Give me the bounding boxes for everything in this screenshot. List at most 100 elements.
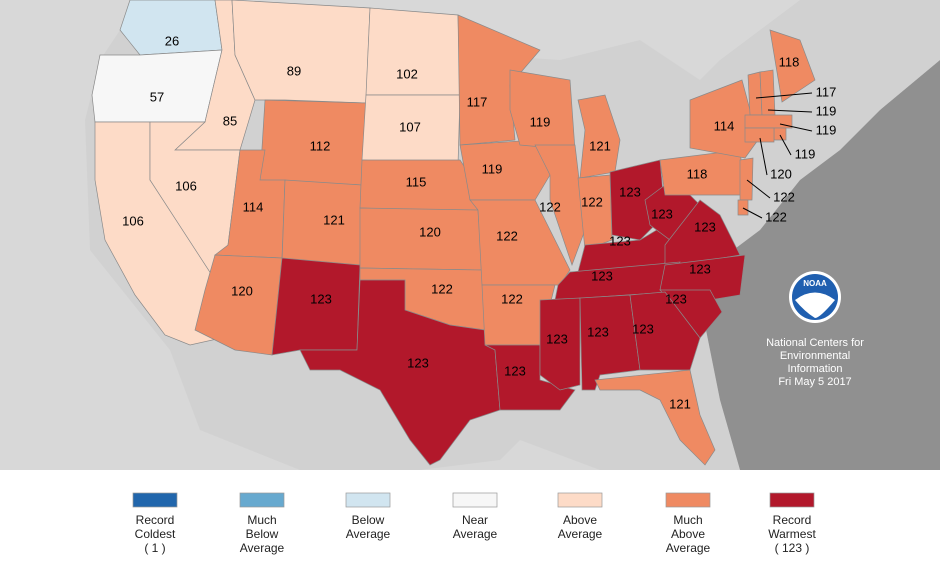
legend-label: Record <box>773 513 812 527</box>
legend-label: Average <box>346 527 391 541</box>
state-rank: 106 <box>175 178 197 193</box>
state-rank: 122 <box>501 291 523 306</box>
legend-label: Coldest <box>135 527 176 541</box>
legend-swatch <box>557 492 603 508</box>
state <box>759 69 776 116</box>
state-rank: 123 <box>591 268 613 283</box>
callout-line <box>767 109 813 113</box>
state-rank: 107 <box>399 119 421 134</box>
state <box>739 157 754 201</box>
legend-label: Record <box>136 513 175 527</box>
legend-label: Below <box>246 527 279 541</box>
legend-area <box>0 470 940 564</box>
state <box>577 174 613 251</box>
state <box>365 7 461 96</box>
callout-line <box>742 207 763 219</box>
state-rank: 106 <box>122 213 144 228</box>
state <box>459 139 551 201</box>
state-rank: 122 <box>431 281 453 296</box>
legend-label: Above <box>671 527 705 541</box>
legend-label: Above <box>563 513 597 527</box>
state-rank: 123 <box>665 291 687 306</box>
state-rank: 120 <box>770 166 792 181</box>
state <box>773 127 787 141</box>
state <box>659 254 746 301</box>
legend-label: Much <box>673 513 702 527</box>
state-rank: 57 <box>150 89 164 104</box>
state-rank: 123 <box>546 331 568 346</box>
state <box>594 369 716 466</box>
state-rank: 123 <box>407 355 429 370</box>
source-line: Fri May 5 2017 <box>778 376 851 388</box>
state <box>629 291 701 371</box>
state-rank: 26 <box>165 33 179 48</box>
state-rank: 89 <box>287 63 301 78</box>
legend-label: Average <box>240 541 285 555</box>
state-rank: 119 <box>530 114 551 129</box>
legend-label: ( 1 ) <box>144 541 165 555</box>
state <box>539 297 581 391</box>
state <box>281 179 363 266</box>
legend-swatch <box>132 492 178 508</box>
state-rank: 122 <box>539 199 561 214</box>
state-rank: 122 <box>496 228 518 243</box>
legend-swatch <box>769 492 815 508</box>
state-rank: 123 <box>310 291 332 306</box>
legend-swatch <box>345 492 391 508</box>
state-rank: 118 <box>687 166 708 181</box>
source-line: Information <box>787 363 842 375</box>
callout-line <box>779 134 792 156</box>
state <box>744 114 793 129</box>
legend-label: Average <box>558 527 603 541</box>
state-rank: 122 <box>581 194 603 209</box>
state-rank: 123 <box>619 184 641 199</box>
state-rank: 123 <box>587 324 609 339</box>
legend-swatch <box>665 492 711 508</box>
state-rank: 114 <box>714 118 735 133</box>
source: National Centers forEnvironmentalInforma… <box>766 337 864 388</box>
state-rank: 122 <box>765 209 787 224</box>
state-rank: 123 <box>632 321 654 336</box>
state-rank: 117 <box>816 84 837 99</box>
state <box>271 257 361 356</box>
state-rank: 102 <box>396 66 418 81</box>
legend-label: ( 123 ) <box>775 541 810 555</box>
state-rank: 117 <box>467 94 488 109</box>
callout-line <box>755 92 813 99</box>
state <box>744 127 775 143</box>
state <box>91 49 223 123</box>
source-line: Environmental <box>780 350 850 362</box>
state-rank: 120 <box>419 224 441 239</box>
legend-label: Below <box>352 513 385 527</box>
state <box>689 79 759 159</box>
callout-line <box>746 179 771 199</box>
state-rank: 123 <box>694 219 716 234</box>
source-line: National Centers for <box>766 337 864 349</box>
legend-swatch <box>239 492 285 508</box>
logo-bird <box>795 292 835 318</box>
state-rank: 121 <box>323 212 345 227</box>
state <box>737 199 749 216</box>
state <box>747 71 763 116</box>
state-rank: 123 <box>689 261 711 276</box>
state-rank: 120 <box>231 283 253 298</box>
callout-line <box>759 137 768 176</box>
state-rank: 121 <box>669 396 691 411</box>
state-rank: 119 <box>795 146 816 161</box>
state-rank: 121 <box>589 138 611 153</box>
callout-line <box>779 123 813 132</box>
state-rank: 119 <box>816 103 837 118</box>
states <box>91 0 816 466</box>
state-rank: 122 <box>773 189 795 204</box>
noaa-logo: NOAA <box>789 271 841 323</box>
state-rank: 119 <box>482 161 503 176</box>
state-rank: 115 <box>406 174 427 189</box>
state-rank: 112 <box>310 138 331 153</box>
state <box>534 144 586 267</box>
legend-label: Average <box>666 541 711 555</box>
state-rank: 123 <box>504 363 526 378</box>
state-rank: 119 <box>816 122 837 137</box>
legend-label: Near <box>462 513 488 527</box>
